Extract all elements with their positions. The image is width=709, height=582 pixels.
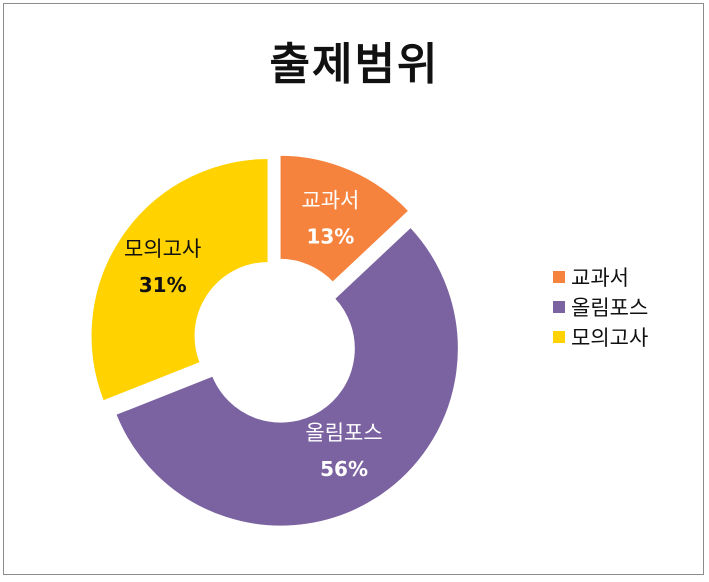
legend-label-2: 올림포스 <box>571 296 649 320</box>
slice-value-3: 31% <box>139 273 187 297</box>
slice-2 <box>114 225 460 528</box>
slice-label-3: 모의고사 <box>124 237 201 261</box>
slice-3 <box>89 156 270 403</box>
slice-value-1: 13% <box>306 224 354 248</box>
slice-1 <box>278 153 411 285</box>
legend-label-1: 교과서 <box>571 266 629 290</box>
legend-item-2: 올림포스 <box>553 292 648 322</box>
legend-swatch-1 <box>553 271 565 283</box>
legend-swatch-3 <box>553 331 565 343</box>
legend-label-3: 모의고사 <box>571 326 649 350</box>
legend-item-3: 모의고사 <box>553 322 648 352</box>
legend-item-1: 교과서 <box>553 262 648 292</box>
slice-label-2: 올림포스 <box>305 421 382 445</box>
chart-title: 출제범위 <box>269 39 440 90</box>
slice-label-1: 교과서 <box>301 188 359 212</box>
legend-swatch-2 <box>553 301 565 313</box>
slice-value-2: 56% <box>320 457 368 481</box>
